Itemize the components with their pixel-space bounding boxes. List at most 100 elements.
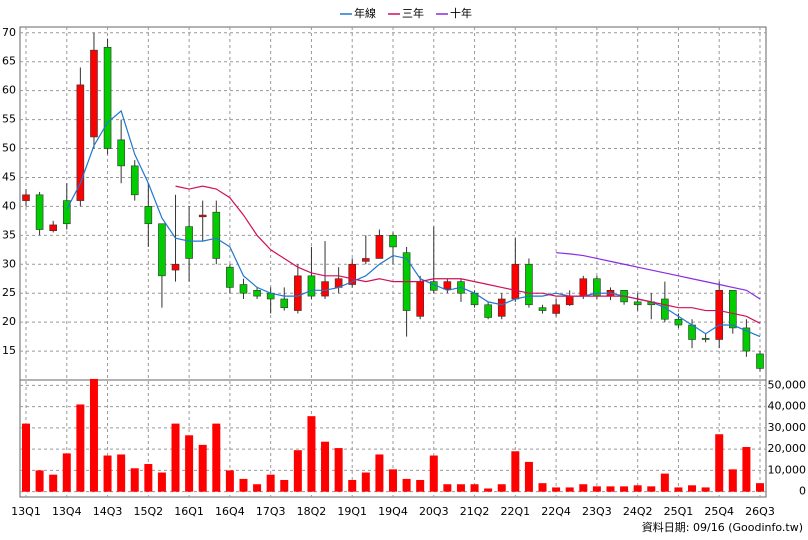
volume-bar [239,478,248,492]
volume-bar [402,478,411,492]
y-tick-label: 35 [2,228,16,241]
volume-tick-label: 30,000 [768,421,807,434]
volume-bar [130,468,139,492]
x-tick-label: 21Q2 [460,505,490,518]
volume-bar [552,487,561,492]
x-tick-label: 13Q1 [11,505,41,518]
volume-bar [321,441,330,492]
x-tick-label: 13Q4 [52,505,82,518]
volume-bar [198,444,207,492]
volume-bar [524,461,533,492]
x-tick-label: 14Q3 [93,505,123,518]
y-tick-label: 55 [2,113,16,126]
candle-body [701,338,710,340]
x-tick-label: 22Q1 [501,505,531,518]
volume-bar [688,485,697,492]
volume-bar [511,451,520,492]
volume-bar [225,470,234,492]
candle-body [90,49,98,138]
candle-body [130,165,139,196]
candle-body [212,211,221,259]
line-series [556,252,761,300]
candle-body [62,200,71,225]
candle-body [565,295,574,306]
candle-body [525,263,533,306]
candle-body [579,278,588,297]
x-tick-label: 18Q2 [297,505,327,518]
volume-bar [35,470,44,492]
x-tick-label: 19Q1 [337,505,367,518]
volume-bar [592,486,601,492]
volume-bar [62,453,71,492]
candle-body [729,290,737,329]
x-tick-label: 15Q2 [134,505,164,518]
candle-body [253,290,261,297]
volume-bar [307,416,316,492]
volume-bar [266,474,275,492]
x-tick-label: 26Q3 [745,505,775,518]
candle-body [226,266,234,288]
candle-body [22,194,30,201]
candle-body [742,327,751,352]
volume-bar [660,473,669,492]
candle-body [552,304,560,314]
volume-bar [157,472,166,492]
volume-bar [470,484,479,492]
legend-label: 三年 [402,6,424,20]
y-tick-label: 20 [2,315,16,328]
volume-bar [742,447,751,492]
candle-body [171,263,180,271]
volume-tick-label: 0 [799,485,806,498]
x-tick-label: 16Q4 [215,505,245,518]
volume-bar [103,455,112,492]
volume-bar [76,404,85,492]
volume-bar [117,454,126,492]
x-tick-label: 25Q1 [664,505,694,518]
candle-body [633,301,642,306]
legend-label: 年線 [354,6,376,20]
y-tick-label: 15 [2,344,16,357]
candle-body [76,84,85,201]
candle-body [117,139,125,167]
candle-body [103,46,112,149]
candle-body [497,298,506,317]
volume-bar [49,474,58,492]
volume-bar [484,488,493,492]
volume-bar [185,435,194,492]
volume-bar [633,485,642,492]
candle-body [348,263,357,285]
x-tick-label: 22Q4 [541,505,571,518]
volume-bar [701,487,710,492]
volume-bar [456,484,465,492]
volume-bar [348,479,357,492]
volume-bar [293,450,302,492]
volume-bar [416,479,425,492]
volume-bar [443,484,452,492]
volume-bar [361,472,370,492]
volume-bar [280,479,289,492]
volume-bar [89,378,98,492]
volume-bar [565,487,574,492]
volume-bar [429,455,438,492]
candle-body [661,298,669,320]
x-tick-label: 19Q4 [378,505,408,518]
volume-bar [728,469,737,492]
volume-bar [212,423,221,492]
candle-body [144,206,153,225]
x-tick-label: 24Q2 [623,505,653,518]
volume-bar [715,434,724,492]
volume-tick-label: 40,000 [768,400,807,413]
volume-bar [674,487,683,492]
volume-frame [19,379,767,498]
volume-bar [22,423,30,492]
candle-body [158,223,166,277]
volume-bar [253,484,262,492]
candle-body [239,284,248,294]
volume-tick-label: 50,000 [768,378,807,391]
x-tick-label: 23Q3 [582,505,612,518]
volume-bar [647,486,656,492]
candle-body [307,275,316,297]
candle-body [538,307,547,311]
y-tick-label: 65 [2,55,16,68]
